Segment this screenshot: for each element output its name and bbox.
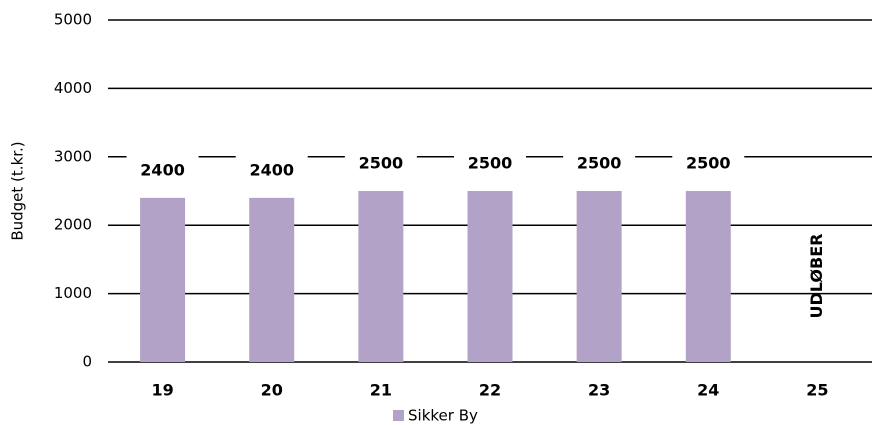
x-tick-label: 21 [370, 381, 392, 400]
y-axis-label: Budget (t.kr.) [9, 141, 27, 240]
value-label-bg [126, 153, 199, 184]
bar [685, 191, 731, 362]
x-tick-label: 20 [261, 381, 283, 400]
value-label: 2500 [359, 154, 404, 173]
value-label: 2400 [249, 160, 294, 179]
value-label-bg [235, 153, 308, 184]
x-tick-label: 24 [697, 381, 719, 400]
value-label: 2400 [140, 160, 185, 179]
value-label-bg [563, 147, 636, 177]
value-label: 2500 [686, 154, 731, 173]
y-tick-label: 5000 [54, 11, 92, 29]
bar [467, 191, 513, 362]
y-tick-label: 4000 [54, 79, 92, 97]
legend-swatch [393, 410, 404, 421]
y-tick-label: 0 [82, 353, 92, 371]
x-tick-label: 23 [588, 381, 610, 400]
y-tick-label: 3000 [54, 147, 92, 165]
bar [249, 197, 295, 362]
x-tick-label: 19 [151, 381, 173, 400]
bar [358, 191, 404, 362]
value-label-bg [344, 147, 417, 177]
annotation: UDLØBER [807, 234, 826, 319]
y-tick-label: 1000 [54, 284, 92, 302]
x-tick-label: 25 [806, 381, 828, 400]
value-label-bg [672, 147, 745, 177]
bar [140, 197, 186, 362]
value-label: 2500 [577, 154, 622, 173]
y-tick-label: 2000 [54, 216, 92, 234]
legend-label: Sikker By [408, 407, 478, 425]
value-label-bg [454, 147, 526, 177]
bar [576, 191, 622, 362]
value-label: 2500 [468, 154, 513, 173]
x-tick-label: 22 [479, 381, 501, 400]
